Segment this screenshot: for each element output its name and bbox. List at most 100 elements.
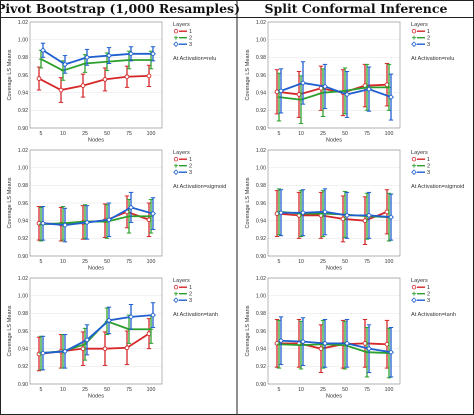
x-tick-label: 25: [320, 259, 326, 265]
x-axis-label: Nodes: [88, 266, 104, 272]
x-tick-label: 75: [364, 131, 370, 137]
data-point: [84, 336, 90, 343]
data-point: [128, 313, 134, 320]
data-point: [322, 208, 328, 215]
x-tick-label: 75: [126, 259, 132, 265]
y-tick-label: 0.90: [256, 382, 266, 388]
y-axis-label: Coverage LS Means: [245, 305, 251, 356]
data-point: [124, 345, 130, 351]
y-tick-label: 0.96: [18, 73, 28, 79]
legend-marker: [412, 35, 416, 40]
data-point: [318, 346, 324, 352]
legend-entry-label: 2: [427, 292, 430, 298]
data-point: [388, 214, 394, 221]
legend-entry-label: 2: [427, 36, 430, 42]
x-tick-label: 100: [385, 259, 394, 265]
data-point: [106, 52, 112, 59]
data-point: [384, 209, 390, 215]
y-tick-label: 1.02: [18, 276, 28, 282]
x-tick-label: 25: [82, 131, 88, 137]
x-axis-label: Nodes: [88, 138, 104, 144]
legend-marker: [173, 41, 179, 47]
legend-marker: [412, 291, 416, 296]
y-tick-label: 0.98: [18, 183, 28, 189]
data-point: [322, 340, 328, 347]
x-tick-label: 5: [40, 259, 43, 265]
x-tick-label: 5: [278, 387, 281, 393]
legend-marker: [411, 29, 417, 34]
x-tick-label: 10: [298, 131, 304, 137]
y-tick-label: 0.96: [256, 73, 266, 79]
legend-title: Layers: [411, 22, 428, 28]
data-point: [106, 317, 112, 324]
chart-panel-5: 0.90 0.92 0.94 0.96 0.98 1.00 1.02 5 10 25 50 75 100…: [7, 276, 218, 400]
data-point: [388, 349, 394, 356]
data-point: [278, 337, 284, 344]
data-point: [296, 92, 302, 97]
legend-entry-label: 3: [189, 298, 192, 304]
x-tick-label: 50: [342, 387, 348, 393]
x-tick-label: 10: [60, 387, 66, 393]
legend-entry-label: 2: [189, 36, 192, 42]
y-tick-label: 0.92: [256, 236, 266, 242]
series-line: [42, 206, 154, 226]
chart-panel-4: 0.90 0.92 0.94 0.96 0.98 1.00 1.02 5 10 25 50 75 100…: [245, 148, 464, 272]
plot-frame: [267, 277, 401, 385]
x-tick-label: 50: [104, 387, 110, 393]
data-point: [62, 348, 68, 355]
x-axis-label: Nodes: [326, 394, 342, 400]
activation-annotation: At Activation=relu: [173, 56, 216, 62]
y-tick-label: 0.94: [18, 218, 28, 224]
x-tick-label: 10: [298, 259, 304, 265]
x-axis-label: Nodes: [326, 138, 342, 144]
plot-frame: [267, 21, 401, 129]
x-tick-label: 25: [82, 387, 88, 393]
legend-entry-label: 1: [427, 29, 430, 35]
series-line: [278, 343, 390, 354]
activation-annotation: At Activation=relu: [411, 56, 454, 62]
activation-annotation: At Activation=tanh: [411, 312, 456, 318]
y-tick-label: 0.92: [256, 364, 266, 370]
legend-marker: [174, 163, 178, 168]
y-tick-label: 1.02: [256, 276, 266, 282]
legend-entry-label: 3: [189, 42, 192, 48]
legend-entry-label: 2: [427, 164, 430, 170]
legend-marker: [411, 297, 417, 303]
series-line: [42, 49, 153, 66]
series-line: [280, 82, 392, 98]
y-tick-label: 1.02: [256, 20, 266, 26]
plot-frame: [29, 277, 163, 385]
x-tick-label: 25: [320, 387, 326, 393]
column-title-right: Split Conformal Inference: [265, 1, 448, 16]
series-1: [36, 64, 152, 103]
y-tick-label: 1.02: [256, 148, 266, 154]
legend-title: Layers: [173, 22, 190, 28]
series-3: [278, 316, 394, 378]
y-tick-label: 0.94: [18, 90, 28, 96]
x-tick-label: 5: [40, 387, 43, 393]
series-3: [278, 188, 394, 241]
data-point: [102, 77, 108, 82]
y-axis-label: Coverage LS Means: [7, 49, 13, 100]
series-3: [40, 42, 156, 74]
legend-entry-label: 1: [189, 157, 192, 163]
column-title-left: Pivot Bootstrap (1,000 Resamples): [0, 1, 240, 16]
x-tick-label: 100: [147, 131, 156, 137]
data-point: [146, 331, 152, 336]
legend-title: Layers: [411, 150, 428, 156]
x-axis-label: Nodes: [88, 394, 104, 400]
data-point: [384, 82, 390, 88]
legend-title: Layers: [411, 278, 428, 284]
data-point: [300, 338, 306, 345]
data-point: [150, 312, 156, 319]
legend-marker: [174, 291, 178, 296]
x-tick-label: 75: [364, 387, 370, 393]
data-point: [146, 217, 152, 223]
data-point: [344, 340, 350, 347]
data-point: [62, 61, 68, 68]
y-tick-label: 0.90: [18, 382, 28, 388]
legend-marker: [411, 169, 417, 175]
data-point: [40, 47, 46, 54]
x-tick-label: 10: [60, 259, 66, 265]
chart-panel-3: 0.90 0.92 0.94 0.96 0.98 1.00 1.02 5 10 25 50 75 100…: [7, 148, 226, 272]
